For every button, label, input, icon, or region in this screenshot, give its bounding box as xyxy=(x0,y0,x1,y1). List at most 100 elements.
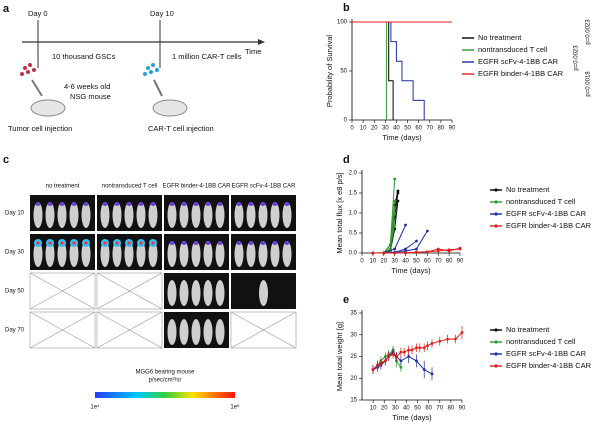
point xyxy=(404,247,407,251)
mouse xyxy=(152,99,188,117)
signal xyxy=(260,241,266,245)
legend-label: nontransduced T cell xyxy=(506,197,576,206)
signal-core xyxy=(60,241,64,245)
p-value: p=0.0018 xyxy=(586,71,592,97)
legend-label: EGFR scFv-4-1BB CAR xyxy=(506,349,587,358)
column-header: no treatment xyxy=(46,184,80,190)
signal xyxy=(47,202,53,206)
panel-label: b xyxy=(343,2,350,14)
column-header: nontransduced T cell xyxy=(102,184,157,190)
mouse-image xyxy=(203,319,213,345)
signal xyxy=(169,241,175,245)
signal-core xyxy=(127,241,131,245)
mouse-image xyxy=(57,202,67,228)
mouse-label: NSG mouse xyxy=(70,92,111,101)
color-bar xyxy=(95,392,235,398)
point xyxy=(395,355,398,358)
y-tick-label: 2.0 xyxy=(349,171,358,177)
mouse-image xyxy=(246,202,256,228)
mouse-image xyxy=(148,241,158,267)
panel-label: c xyxy=(3,154,9,166)
x-tick-label: 60 xyxy=(424,259,431,265)
panel-label: d xyxy=(343,154,350,166)
mouse-image xyxy=(191,202,201,228)
signal xyxy=(181,202,187,206)
legend-label: nontransduced T cell xyxy=(506,337,576,346)
mouse-image xyxy=(179,319,189,345)
point xyxy=(418,346,422,350)
legend-label: nontransduced T cell xyxy=(478,45,548,54)
signal-core xyxy=(103,241,107,245)
x-axis-label: Time (days) xyxy=(392,413,432,422)
tumor-cells xyxy=(20,63,36,76)
legend-marker xyxy=(494,188,498,192)
mouse-image xyxy=(259,280,268,306)
signal xyxy=(126,202,132,206)
point xyxy=(446,337,449,341)
point xyxy=(404,223,407,227)
mouse-image xyxy=(191,319,201,345)
day-label: Day 10 xyxy=(150,9,174,18)
y-tick-label: 1.0 xyxy=(349,211,358,217)
x-tick-label: 50 xyxy=(413,259,420,265)
column-header: EGFR scFv-4-1BB CAR xyxy=(231,184,296,190)
signal xyxy=(150,202,156,206)
row-label: Day 10 xyxy=(5,211,25,217)
mouse-image xyxy=(258,202,268,228)
x-tick-label: 60 xyxy=(415,126,422,132)
signal xyxy=(284,241,290,245)
signal xyxy=(193,241,199,245)
car-t-cells xyxy=(143,63,159,76)
mouse-image xyxy=(282,202,292,228)
mouse-image xyxy=(179,202,189,228)
mouse-image xyxy=(179,241,189,267)
signal xyxy=(217,241,223,245)
point xyxy=(430,342,434,345)
point xyxy=(453,337,457,341)
x-tick-label: 20 xyxy=(371,126,378,132)
point xyxy=(396,189,400,193)
mouse-image xyxy=(124,202,134,228)
point xyxy=(399,359,403,363)
mouse-image xyxy=(100,241,110,267)
color-bar-label: 1e⁶ xyxy=(230,404,240,411)
point xyxy=(393,223,397,227)
x-tick-label: 0 xyxy=(350,126,354,132)
legend-label: EGFR scFv-4-1BB CAR xyxy=(478,57,559,66)
cross xyxy=(29,272,96,310)
row-label: Day 30 xyxy=(5,250,25,256)
mouse-image xyxy=(136,241,146,267)
point xyxy=(407,348,411,352)
point xyxy=(388,247,392,251)
mouse-image xyxy=(112,241,122,267)
signal-core xyxy=(84,241,88,245)
mouse-image xyxy=(167,241,177,267)
cross xyxy=(230,311,297,349)
mouse-image xyxy=(33,241,43,267)
mouse-image xyxy=(33,202,43,228)
point xyxy=(460,331,464,334)
signal xyxy=(114,202,120,206)
point xyxy=(458,246,462,250)
panel-label: e xyxy=(343,294,349,306)
syringe xyxy=(31,79,43,97)
y-axis-label: Probability of Survival xyxy=(325,35,334,107)
mouse-image xyxy=(191,280,201,306)
y-tick-label: 1.5 xyxy=(349,191,358,197)
signal xyxy=(236,241,242,245)
mouse-image xyxy=(69,241,79,267)
y-tick-label: 0 xyxy=(344,118,348,124)
point xyxy=(436,249,440,253)
signal xyxy=(284,202,290,206)
syringe xyxy=(153,79,163,97)
signal-core xyxy=(151,241,155,245)
point xyxy=(404,251,407,255)
mouse-image xyxy=(234,241,244,267)
signal xyxy=(217,202,223,206)
signal xyxy=(35,202,41,206)
point xyxy=(438,339,442,343)
signal-core xyxy=(115,241,119,245)
y-tick-label: 0.0 xyxy=(349,251,358,257)
x-tick-label: 60 xyxy=(425,406,432,412)
legend-label: No treatment xyxy=(506,185,550,194)
